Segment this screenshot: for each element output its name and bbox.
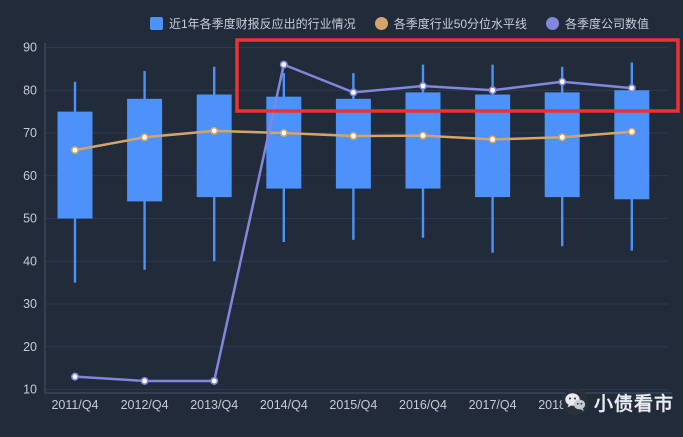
line-point-marker xyxy=(558,133,567,142)
y-axis-tick-label: 20 xyxy=(23,340,37,354)
candle-body xyxy=(57,111,93,219)
candle-body xyxy=(335,98,371,189)
line-point-marker xyxy=(279,129,288,138)
line-point-marker xyxy=(627,84,636,93)
x-axis-tick-label: 2016/Q4 xyxy=(399,398,447,412)
x-axis-tick-label: 2014/Q4 xyxy=(260,398,308,412)
line-point-marker xyxy=(210,126,219,135)
candle-body xyxy=(127,98,163,202)
y-axis-tick-label: 10 xyxy=(23,383,37,397)
legend-item-industry-median[interactable]: 各季度行业50分位水平线 xyxy=(374,15,528,32)
line-point-marker xyxy=(349,88,358,97)
legend-item-label: 各季度公司数值 xyxy=(565,17,650,31)
x-axis-tick-label: 2013/Q4 xyxy=(190,398,238,412)
candle-body xyxy=(405,92,441,189)
line-point-marker xyxy=(488,86,497,95)
line-point-marker xyxy=(279,60,288,69)
line-point-marker xyxy=(627,127,636,136)
y-axis-tick-label: 60 xyxy=(23,169,37,183)
x-axis-tick-label: 2012/Q4 xyxy=(121,398,169,412)
line-point-marker xyxy=(418,81,427,90)
legend-circle-marker-icon xyxy=(374,17,388,30)
watermark: 小债看市 xyxy=(561,388,674,416)
line-point-marker xyxy=(558,77,567,86)
legend-circle-marker-icon xyxy=(546,17,560,30)
annotation-rect xyxy=(235,38,680,113)
line-point-marker xyxy=(71,146,80,155)
legend-item-label: 近1年各季度财报反应出的行业情况 xyxy=(169,17,356,31)
candle-body xyxy=(196,94,232,198)
y-axis-tick-label: 80 xyxy=(23,83,37,97)
candle-body xyxy=(614,90,650,200)
y-axis-tick-label: 30 xyxy=(23,297,37,311)
line-point-marker xyxy=(418,131,427,140)
legend-item-label: 各季度行业50分位水平线 xyxy=(393,17,528,31)
watermark-text: 小债看市 xyxy=(594,393,675,415)
line-point-marker xyxy=(140,133,149,142)
line-point-marker xyxy=(71,372,80,381)
line-point-marker xyxy=(349,131,358,140)
line-point-marker xyxy=(140,376,149,385)
wechat-icon xyxy=(561,388,589,416)
x-axis-tick-label: 2015/Q4 xyxy=(329,398,377,412)
legend-square-marker-icon xyxy=(150,17,163,30)
legend-item-industry-range[interactable]: 近1年各季度财报反应出的行业情况 xyxy=(150,15,356,32)
x-axis-tick-label: 2017/Q4 xyxy=(469,398,517,412)
y-axis-tick-label: 70 xyxy=(23,126,37,140)
y-axis-tick-label: 40 xyxy=(23,254,37,268)
y-axis-tick-label: 90 xyxy=(23,41,37,55)
x-axis-tick-label: 2011/Q4 xyxy=(51,398,98,412)
chart-legend: 近1年各季度财报反应出的行业情况 各季度行业50分位水平线 各季度公司数值 xyxy=(150,15,649,32)
legend-item-company-value[interactable]: 各季度公司数值 xyxy=(546,15,649,32)
y-axis-tick-label: 50 xyxy=(23,212,37,226)
line-point-marker xyxy=(488,135,497,144)
line-point-marker xyxy=(210,376,219,385)
candle-body xyxy=(544,92,580,198)
